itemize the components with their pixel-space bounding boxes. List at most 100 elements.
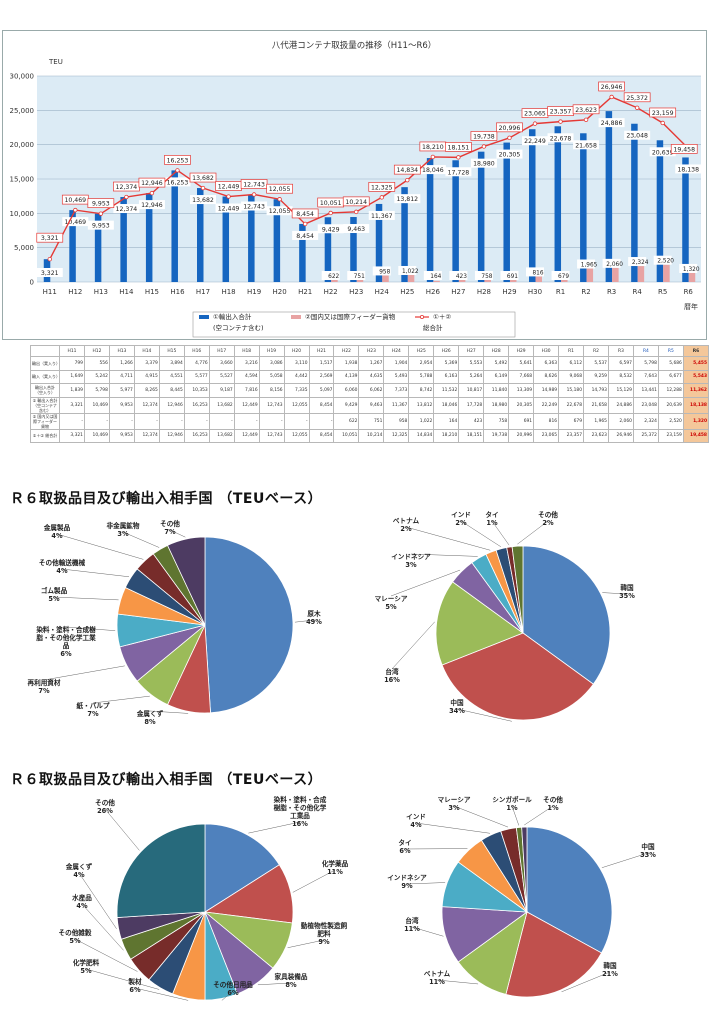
- value-label-bg: [292, 230, 319, 240]
- y-tick-label: 10,000: [10, 210, 35, 218]
- table-cell: 14,793: [583, 383, 609, 398]
- table-year-header: H18: [233, 345, 260, 357]
- x-tick-label: H20: [273, 288, 287, 296]
- table-year-header: H22: [333, 345, 360, 357]
- pie-label: 台湾: [405, 916, 419, 925]
- pie-percent: 1%: [486, 519, 498, 527]
- table-cell: 8,156: [258, 383, 285, 398]
- bar-①輸出入合計(空コンテナ含む)-R2: [580, 133, 587, 282]
- pie-percent: 33%: [640, 851, 656, 859]
- pie-slice-原木: [204, 536, 294, 714]
- total-point: [251, 192, 257, 197]
- bar-②国内又は国際フィーダー貨物-H26: [433, 280, 440, 282]
- pie-label: 化学薬品: [322, 859, 349, 868]
- pie-percent: 1%: [547, 804, 559, 812]
- pie-label: その他雑穀: [59, 928, 92, 937]
- pie-percent: 5%: [69, 937, 81, 945]
- x-tick-label: H22: [324, 288, 338, 296]
- table-year-header: H21: [308, 345, 335, 357]
- table-cell: -: [108, 412, 135, 430]
- pie-percent: 7%: [87, 710, 99, 718]
- pie-label: ゴム製品: [41, 586, 68, 595]
- bar-label-main: 9,953: [92, 223, 110, 230]
- value-label-bg: [62, 217, 89, 227]
- table-cell: 23,623: [583, 428, 609, 443]
- value-label-bg: [445, 167, 472, 177]
- table-cell: 1,517: [308, 356, 335, 371]
- bar-label-main: 12,946: [141, 202, 163, 209]
- bar-①輸出入合計(空コンテナ含む)-H29: [503, 142, 510, 282]
- table-cell: 10,353: [183, 383, 210, 398]
- bar-label-main: 9,429: [322, 226, 340, 233]
- bar-label-feeder: 958: [379, 269, 390, 275]
- table-cell: 4,551: [158, 369, 185, 384]
- pie-leader-line: [436, 979, 479, 985]
- value-label-bg: [321, 271, 340, 280]
- table-cell: 8,742: [408, 383, 435, 398]
- value-label-bg: [649, 147, 676, 157]
- bar-①輸出入合計(空コンテナ含む)-H21: [299, 223, 306, 282]
- total-point: [532, 121, 538, 126]
- table-cell: 5,788: [408, 369, 435, 384]
- table-cell: 26,946: [607, 428, 634, 443]
- bar-label-feeder: 2,060: [606, 262, 623, 268]
- pie-label: 紙・パルプ: [77, 701, 110, 710]
- table-cell: 691: [508, 412, 535, 430]
- total-point: [149, 190, 155, 196]
- table-cell: 13,682: [208, 396, 235, 414]
- bar-label-main: 22,249: [524, 138, 546, 145]
- pie-leader-line: [405, 526, 491, 551]
- bar-label-main: 12,374: [116, 206, 138, 213]
- pie-percent: 3%: [405, 561, 417, 569]
- x-tick-label: H17: [196, 288, 210, 296]
- table-cell: 15,180: [558, 383, 585, 398]
- table-cell: 7,373: [383, 383, 410, 398]
- legend-swatch-main: [199, 315, 209, 319]
- bar-①輸出入合計(空コンテナ含む)-R5: [656, 140, 664, 282]
- table-cell: 8,454: [308, 428, 335, 443]
- pie-leader-line: [74, 938, 138, 972]
- table-cell: 10,817: [458, 383, 485, 398]
- bar-②国内又は国際フィーダー貨物-R5: [663, 264, 670, 282]
- legend-total-note: 総合計: [423, 323, 443, 332]
- table-cell: -: [233, 412, 260, 430]
- table-cell: 14,989: [533, 383, 560, 398]
- table-row: 輸出（実入り） 799 556 1,266 3,379 3,894 4,776 3,660 3,…: [30, 356, 709, 371]
- pie-percent: 7%: [164, 528, 176, 536]
- pie-chart-partners-1: 韓国35%中国34%台湾16%マレーシア5%インドネシア3%ベトナム2%インド2…: [375, 510, 635, 722]
- table-cell: 1,022: [408, 412, 435, 430]
- pie-percent: 34%: [449, 707, 465, 715]
- table-cell: 8,265: [133, 383, 160, 398]
- pie-label: 動植物性製造飼: [301, 921, 348, 930]
- table-cell: 18,980: [483, 396, 510, 414]
- legend-main-label: ①輸出入合計: [213, 312, 252, 321]
- table-cell: 20,996: [508, 428, 535, 443]
- pie-percent: 8%: [285, 981, 297, 989]
- total-label: 23,357: [550, 109, 572, 116]
- total-point: [507, 135, 512, 141]
- pie-label: 金属製品: [43, 523, 71, 532]
- pie-leader-line: [406, 882, 446, 885]
- x-tick-label: H29: [502, 288, 516, 296]
- bar-label-main: 18,980: [473, 161, 495, 168]
- x-tick-label: H19: [247, 288, 261, 296]
- table-year-header: H19: [258, 345, 285, 357]
- table-cell: 20,639: [657, 396, 684, 414]
- table-cell: 4,139: [333, 369, 360, 384]
- table-year-header: H14: [133, 345, 160, 357]
- table-row: ①＋② 総合計 3,321 10,469 9,953 12,374 12,946 16,25…: [30, 428, 709, 443]
- x-tick-label: H16: [170, 288, 185, 296]
- total-label-box: [649, 107, 677, 118]
- value-label-bg: [368, 210, 395, 220]
- table-cell: 12,449: [233, 428, 260, 443]
- legend-feeder-label: ②国内又は国際フィーダー貨物: [305, 312, 396, 321]
- pie-label: インドネシア: [391, 553, 431, 561]
- pie-leader-line: [85, 968, 160, 990]
- table-cell: 7,335: [283, 383, 310, 398]
- pie-label: その他: [538, 510, 558, 519]
- table-row-header: ① 輸出入合計（空コンテナ含む）: [30, 396, 60, 414]
- bar-label-main: 3,321: [41, 270, 59, 277]
- total-point: [47, 256, 52, 262]
- table-cell: 6,363: [533, 356, 560, 371]
- pie-chart-products-1: 原木49%金属くず8%紙・パルプ7%再利用資材7%染料・塗料・合成樹脂・その他化…: [28, 519, 323, 726]
